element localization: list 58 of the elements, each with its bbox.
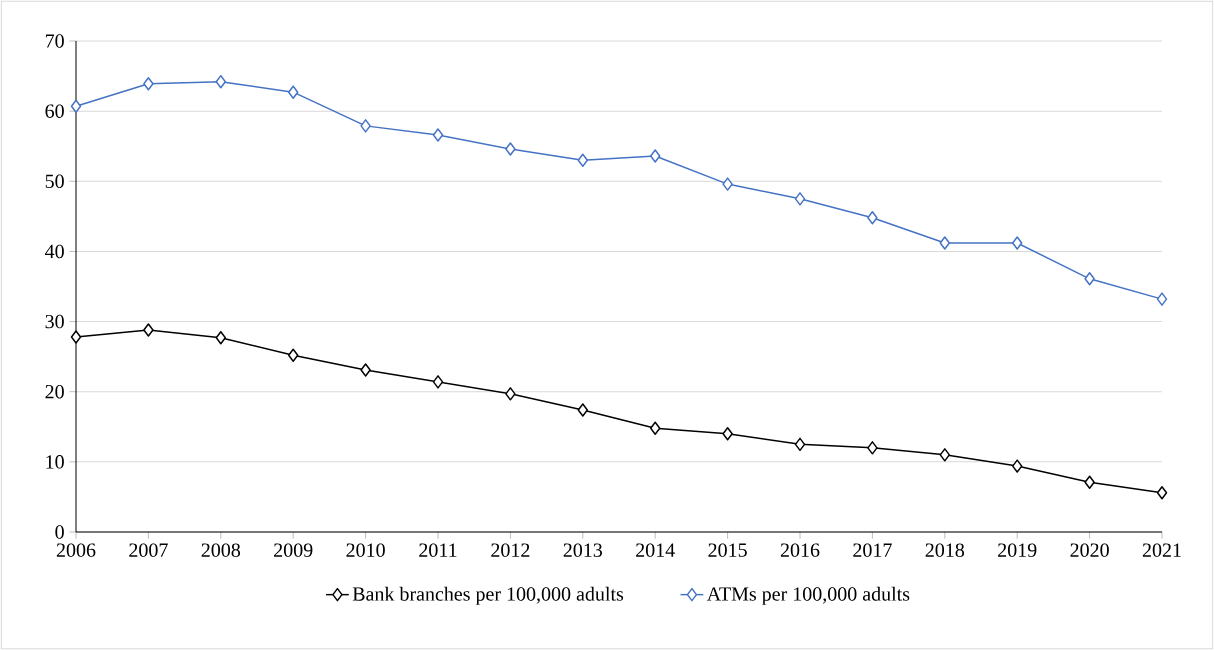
legend-label: Bank branches per 100,000 adults [352, 586, 624, 605]
point [1084, 475, 1095, 489]
point [1084, 272, 1095, 286]
x-tick-label: 2014 [636, 543, 675, 557]
y-tick-label: 40 [45, 244, 64, 259]
x-tick-label: 2015 [708, 543, 747, 557]
y-tick-label: 30 [45, 314, 64, 329]
y-tick-label: 50 [45, 174, 64, 189]
point [649, 149, 661, 163]
point [215, 74, 227, 89]
point [505, 142, 516, 156]
point [1156, 292, 1168, 306]
x-tick-label: 2020 [1070, 543, 1109, 557]
legend-label: ATMs per 100,000 adults [706, 586, 910, 605]
point [867, 211, 878, 225]
y-tick-label: 70 [45, 34, 64, 48]
point [1011, 459, 1023, 473]
x-tick-label: 2019 [998, 543, 1037, 557]
x-tick-label: 2013 [563, 543, 603, 557]
y-tick-label: 0 [55, 525, 64, 539]
x-tick-label: 2010 [346, 543, 385, 557]
y-tick-label: 20 [45, 384, 64, 399]
point [577, 403, 589, 417]
point [360, 363, 371, 377]
x-tick-label: 2006 [56, 543, 96, 557]
y-tick-label: 60 [45, 104, 64, 118]
x-tick-label: 2008 [201, 543, 241, 557]
point [939, 448, 951, 462]
x-tick-label: 2021 [1142, 543, 1181, 557]
point [360, 119, 371, 133]
point [939, 236, 951, 250]
point [70, 99, 82, 113]
point [794, 437, 806, 452]
point [794, 192, 806, 206]
point [215, 330, 227, 345]
point [432, 128, 444, 142]
point [287, 348, 299, 362]
point [867, 441, 878, 455]
point [649, 421, 661, 435]
x-tick-label: 2012 [491, 543, 530, 557]
y-tick-label: 10 [46, 455, 64, 469]
point [70, 330, 82, 344]
x-tick-label: 2007 [129, 543, 168, 557]
point [1156, 485, 1168, 500]
point [143, 77, 154, 91]
point [577, 153, 589, 167]
point [1011, 236, 1023, 250]
point [143, 323, 154, 337]
point [287, 85, 299, 99]
x-tick-label: 2011 [419, 543, 457, 557]
x-tick-label: 2018 [925, 543, 965, 557]
x-tick-label: 2009 [274, 543, 313, 557]
point [505, 387, 516, 401]
point [722, 177, 733, 191]
point [432, 375, 444, 389]
point [722, 427, 733, 441]
x-tick-label: 2016 [780, 543, 820, 557]
x-tick-label: 2017 [853, 543, 892, 557]
